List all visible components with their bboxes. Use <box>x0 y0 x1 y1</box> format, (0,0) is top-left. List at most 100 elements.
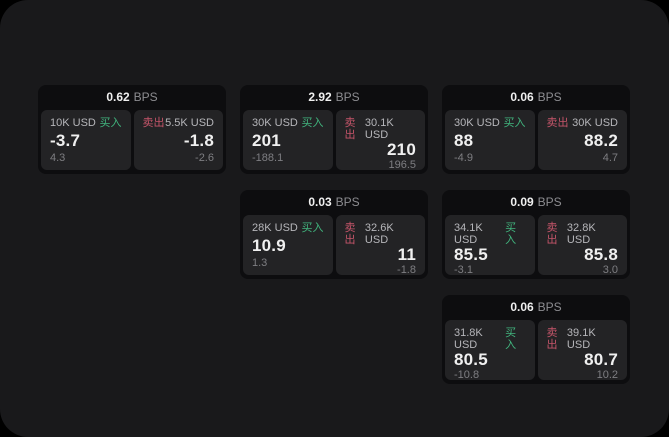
sell-tile[interactable]: 卖出 39.1K USD 80.7 10.2 <box>537 320 627 381</box>
sell-amount: 32.6K USD <box>364 222 394 246</box>
buy-price: -3.7 <box>50 130 81 150</box>
quote-card-4: 0.03 BPS 28K USD 买入 10.9 1.3 卖出 32.6K US… <box>240 190 428 279</box>
quote-card-6: 0.06 BPS 31.8K USD 买入 80.5 -10.8 卖出 39.1… <box>442 295 630 384</box>
quote-card-1: 0.62 BPS 10K USD 买入 -3.7 4.3 卖出 5.5K USD <box>38 85 226 174</box>
buy-tile-top: 28K USD 买入 <box>252 222 324 234</box>
buy-tile-top: 34.1K USD 买入 <box>454 222 526 246</box>
sell-price: 210 <box>387 140 416 159</box>
quote-card-3: 0.06 BPS 30K USD 买入 88 -4.9 卖出 30K USD <box>442 85 630 174</box>
sell-tile[interactable]: 卖出 32.8K USD 85.8 3.0 <box>537 215 627 276</box>
buy-tile-top: 30K USD 买入 <box>454 117 526 129</box>
sell-tile-top: 卖出 30K USD <box>547 117 619 129</box>
sell-tile[interactable]: 卖出 30.1K USD 210 196.5 <box>335 110 425 171</box>
buy-amount: 30K USD <box>252 117 298 129</box>
buy-tile-top: 31.8K USD 买入 <box>454 327 526 351</box>
buy-delta: -188.1 <box>252 152 284 164</box>
sell-side-label: 卖出 <box>142 117 165 129</box>
buy-tile[interactable]: 28K USD 买入 10.9 1.3 <box>243 215 333 275</box>
sell-amount: 30K USD <box>572 117 618 129</box>
buy-delta: -4.9 <box>454 152 473 164</box>
buy-side-label: 买入 <box>503 117 526 129</box>
buy-price: 88 <box>454 130 474 150</box>
sell-side-label: 卖出 <box>546 117 569 129</box>
bps-value: 2.92 <box>308 90 332 104</box>
buy-tile[interactable]: 34.1K USD 买入 85.5 -3.1 <box>445 215 535 276</box>
buy-amount: 34.1K USD <box>454 222 483 246</box>
card-body: 30K USD 买入 88 -4.9 卖出 30K USD 88.2 4.7 <box>445 110 627 170</box>
sell-delta: 10.2 <box>596 369 618 381</box>
buy-tile-top: 30K USD 买入 <box>252 117 324 129</box>
bps-header: 0.06 BPS <box>445 85 627 110</box>
bps-value: 0.62 <box>106 90 130 104</box>
bps-value: 0.09 <box>510 195 534 209</box>
sell-price: 85.8 <box>584 245 618 264</box>
bps-header: 0.03 BPS <box>243 190 425 215</box>
buy-amount: 10K USD <box>50 117 96 129</box>
buy-side-label: 买入 <box>505 222 517 246</box>
buy-delta: -3.1 <box>454 264 473 276</box>
buy-side-label: 买入 <box>301 117 324 129</box>
quote-card-5: 0.09 BPS 34.1K USD 买入 85.5 -3.1 卖出 32.8K… <box>442 190 630 279</box>
buy-price: 201 <box>252 130 281 150</box>
sell-delta: -2.6 <box>195 152 214 164</box>
buy-delta: -10.8 <box>454 369 480 381</box>
sell-amount: 30.1K USD <box>364 117 394 141</box>
buy-side-label: 买入 <box>301 222 324 234</box>
sell-tile-top: 卖出 32.8K USD <box>547 222 619 246</box>
buy-side-label: 买入 <box>505 327 517 351</box>
buy-tile[interactable]: 30K USD 买入 201 -188.1 <box>243 110 333 170</box>
buy-price: 80.5 <box>454 350 488 369</box>
sell-side-label: 卖出 <box>344 117 356 141</box>
bps-unit-label: BPS <box>537 195 562 209</box>
bps-unit-label: BPS <box>537 90 562 104</box>
sell-tile[interactable]: 卖出 32.6K USD 11 -1.8 <box>335 215 425 276</box>
bps-unit-label: BPS <box>133 90 158 104</box>
buy-price: 85.5 <box>454 245 488 264</box>
sell-price: 80.7 <box>584 350 618 369</box>
sell-price: -1.8 <box>183 130 214 150</box>
bps-unit-label: BPS <box>537 300 562 314</box>
card-body: 30K USD 买入 201 -188.1 卖出 30.1K USD 210 1… <box>243 110 425 171</box>
buy-tile[interactable]: 30K USD 买入 88 -4.9 <box>445 110 535 170</box>
sell-delta: 4.7 <box>602 152 618 164</box>
sell-side-label: 卖出 <box>546 327 558 351</box>
buy-tile[interactable]: 31.8K USD 买入 80.5 -10.8 <box>445 320 535 381</box>
quote-cards-grid: 0.62 BPS 10K USD 买入 -3.7 4.3 卖出 5.5K USD <box>38 85 630 384</box>
sell-price: 88.2 <box>584 130 618 150</box>
sell-delta: 196.5 <box>388 159 416 171</box>
sell-tile-top: 卖出 30.1K USD <box>345 117 417 141</box>
bps-value: 0.03 <box>308 195 332 209</box>
sell-delta: 3.0 <box>602 264 618 276</box>
sell-side-label: 卖出 <box>546 222 558 246</box>
sell-tile[interactable]: 卖出 5.5K USD -1.8 -2.6 <box>133 110 223 170</box>
sell-price: 11 <box>397 245 416 264</box>
sell-tile[interactable]: 卖出 30K USD 88.2 4.7 <box>537 110 627 170</box>
bps-value: 0.06 <box>510 90 534 104</box>
buy-amount: 30K USD <box>454 117 500 129</box>
buy-delta: 1.3 <box>252 257 268 269</box>
card-body: 10K USD 买入 -3.7 4.3 卖出 5.5K USD -1.8 -2.… <box>41 110 223 170</box>
sell-tile-top: 卖出 39.1K USD <box>547 327 619 351</box>
sell-tile-top: 卖出 32.6K USD <box>345 222 417 246</box>
buy-amount: 28K USD <box>252 222 298 234</box>
sell-delta: -1.8 <box>397 264 416 276</box>
buy-tile-top: 10K USD 买入 <box>50 117 122 129</box>
sell-side-label: 卖出 <box>344 222 356 246</box>
quote-card-2: 2.92 BPS 30K USD 买入 201 -188.1 卖出 30.1K … <box>240 85 428 174</box>
sell-amount: 32.8K USD <box>566 222 596 246</box>
bps-unit-label: BPS <box>335 90 360 104</box>
card-body: 31.8K USD 买入 80.5 -10.8 卖出 39.1K USD 80.… <box>445 320 627 381</box>
bps-header: 0.62 BPS <box>41 85 223 110</box>
buy-price: 10.9 <box>252 235 286 255</box>
sell-amount: 39.1K USD <box>566 327 596 351</box>
card-body: 34.1K USD 买入 85.5 -3.1 卖出 32.8K USD 85.8… <box>445 215 627 276</box>
bps-header: 0.06 BPS <box>445 295 627 320</box>
buy-delta: 4.3 <box>50 152 66 164</box>
bps-header: 0.09 BPS <box>445 190 627 215</box>
bps-unit-label: BPS <box>335 195 360 209</box>
buy-tile[interactable]: 10K USD 买入 -3.7 4.3 <box>41 110 131 170</box>
bps-header: 2.92 BPS <box>243 85 425 110</box>
card-body: 28K USD 买入 10.9 1.3 卖出 32.6K USD 11 -1.8 <box>243 215 425 276</box>
buy-amount: 31.8K USD <box>454 327 483 351</box>
